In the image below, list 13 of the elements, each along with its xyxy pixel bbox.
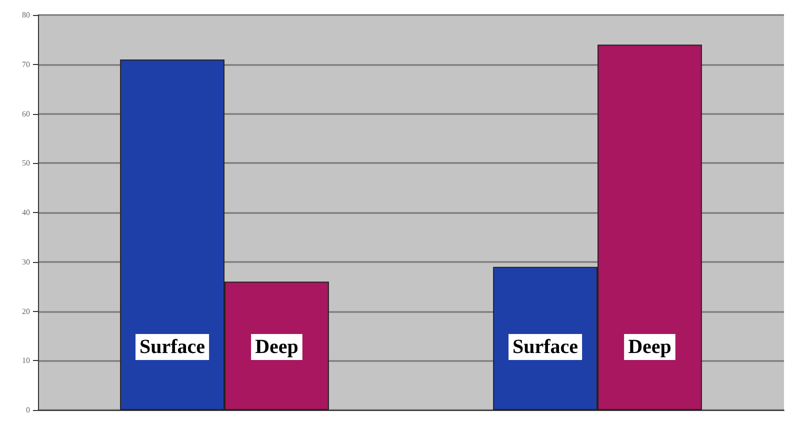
y-tick-label: 50 (22, 158, 30, 168)
y-tick-label: 70 (22, 60, 30, 69)
y-tick-label: 40 (22, 208, 30, 217)
y-tick-label: 0 (26, 406, 30, 414)
series-label: Surface (140, 336, 206, 358)
text: Surface (512, 336, 578, 358)
y-tick-label: 10 (22, 356, 30, 366)
y-tick-label: 80 (22, 10, 30, 20)
series-label: Deep (628, 336, 672, 358)
y-tick-label: 20 (22, 306, 30, 316)
text: Deep (255, 336, 298, 358)
y-tick-label: 60 (22, 109, 30, 118)
y-tick-label: 30 (22, 257, 30, 266)
